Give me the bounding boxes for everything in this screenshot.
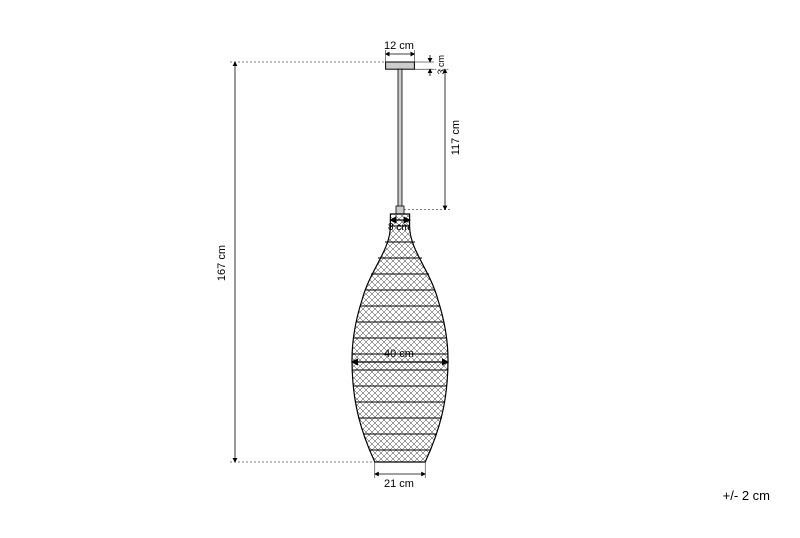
dim-cord-length (404, 69, 450, 209)
label-base-width: 21 cm (384, 478, 414, 490)
label-total-height: 167 cm (216, 245, 228, 281)
label-cord-length: 117 cm (450, 120, 462, 155)
dim-canopy-height (414, 55, 434, 76)
label-max-width: 40 cm (384, 348, 414, 360)
cord (398, 69, 402, 209)
dim-base-width (375, 462, 425, 478)
canopy (386, 62, 415, 69)
cord-cap (396, 206, 404, 214)
lamp-drawing (0, 0, 800, 533)
label-tolerance: +/- 2 cm (723, 488, 770, 503)
technical-diagram: 167 cm 12 cm 3 cm 117 cm 8 cm 40 cm 21 c… (0, 0, 800, 533)
label-canopy-height: 3 cm (436, 55, 446, 75)
label-neck-width: 8 cm (388, 222, 410, 233)
label-canopy-width: 12 cm (384, 40, 414, 52)
